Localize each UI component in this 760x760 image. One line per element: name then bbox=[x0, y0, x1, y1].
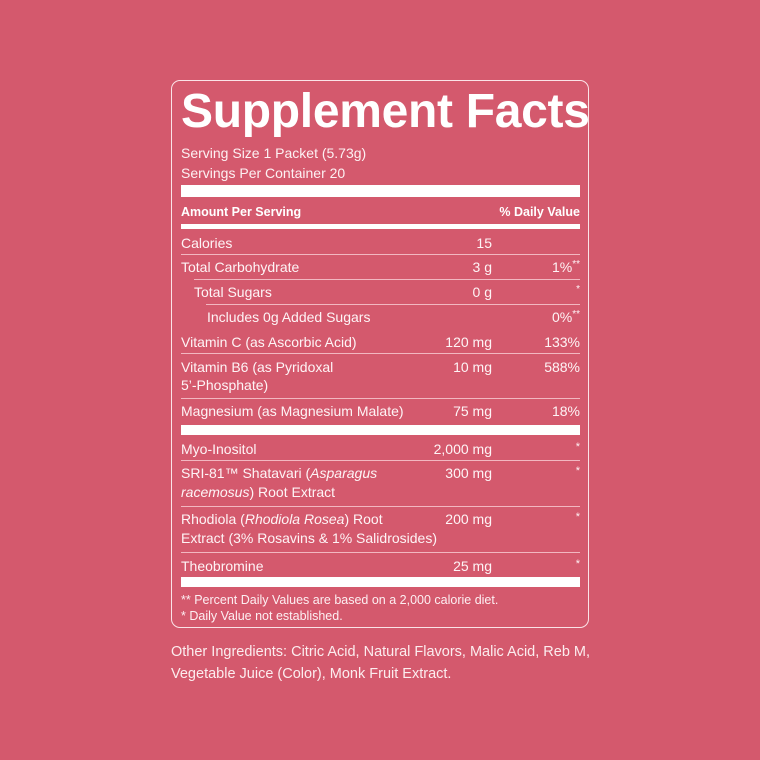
latin-name: racemosus bbox=[181, 484, 250, 500]
ingredient-dv-mark: * bbox=[575, 511, 580, 523]
dv-value: 1% bbox=[551, 259, 573, 275]
medium-divider bbox=[181, 224, 580, 229]
row-separator bbox=[181, 552, 580, 553]
ingredient-amount: 300 mg bbox=[445, 465, 492, 481]
name-part: ) Root Extract bbox=[249, 484, 336, 500]
nutrient-dv: 133% bbox=[544, 334, 580, 350]
ingredient-name: Myo-Inositol bbox=[181, 441, 257, 457]
nutrient-name-cont: 5’-Phosphate) bbox=[181, 377, 269, 393]
row-separator bbox=[206, 304, 580, 305]
nutrient-amount: 75 mg bbox=[453, 403, 492, 419]
nutrient-name: Vitamin C (as Ascorbic Acid) bbox=[181, 334, 357, 350]
nutrient-amount: 0 g bbox=[472, 284, 492, 300]
ingredient-name: Theobromine bbox=[181, 558, 264, 574]
nutrient-name: Vitamin B6 (as Pyridoxal bbox=[181, 359, 334, 375]
thick-divider bbox=[181, 185, 580, 197]
dv-value: 0% bbox=[551, 309, 573, 325]
name-part: ) Root bbox=[344, 511, 383, 527]
supplement-facts-panel: Supplement Facts Serving Size 1 Packet (… bbox=[171, 80, 590, 628]
nutrient-name: Calories bbox=[181, 235, 233, 251]
dv-footnote-mark: ** bbox=[572, 259, 580, 270]
footnote-dv-basis: ** Percent Daily Values are based on a 2… bbox=[181, 593, 499, 607]
nutrient-amount: 15 bbox=[476, 235, 492, 251]
panel-title: Supplement Facts bbox=[181, 85, 590, 138]
footnote-dv-not-established: * Daily Value not established. bbox=[181, 609, 343, 623]
row-separator bbox=[181, 254, 580, 255]
nutrient-name: Total Carbohydrate bbox=[181, 259, 300, 275]
dv-footnote-mark: * bbox=[576, 284, 580, 295]
servings-per-container: Servings Per Container 20 bbox=[181, 165, 346, 181]
ingredient-name-cont: Extract (3% Rosavins & 1% Salidrosides) bbox=[181, 530, 437, 546]
ingredient-dv-mark: * bbox=[575, 558, 580, 570]
nutrient-dv: 588% bbox=[544, 359, 580, 375]
row-separator bbox=[181, 460, 580, 461]
ingredient-amount: 200 mg bbox=[445, 511, 492, 527]
nutrient-dv: 0%** bbox=[552, 308, 580, 326]
ingredient-name: SRI-81™ Shatavari (Asparagus bbox=[181, 464, 377, 482]
nutrient-name: Total Sugars bbox=[194, 284, 272, 300]
name-part: SRI-81™ Shatavari ( bbox=[181, 465, 311, 481]
nutrient-amount: 3 g bbox=[472, 259, 492, 275]
thick-divider bbox=[181, 577, 580, 587]
nutrient-amount: 120 mg bbox=[445, 334, 492, 350]
row-separator bbox=[194, 279, 580, 280]
dv-footnote-mark: ** bbox=[572, 309, 580, 320]
amount-per-serving-header: Amount Per Serving bbox=[181, 205, 302, 219]
latin-name: Rhodiola Rosea bbox=[244, 511, 345, 527]
row-separator bbox=[181, 506, 580, 507]
thick-divider bbox=[181, 425, 580, 435]
ingredient-amount: 25 mg bbox=[453, 558, 492, 574]
other-ingredients: Other Ingredients: Citric Acid, Natural … bbox=[171, 644, 591, 682]
daily-value-header: % Daily Value bbox=[499, 205, 580, 219]
ingredient-dv-mark: * bbox=[575, 441, 580, 453]
nutrient-name: Magnesium (as Magnesium Malate) bbox=[181, 403, 404, 419]
latin-name: Asparagus bbox=[310, 465, 378, 481]
nutrient-dv: * bbox=[576, 283, 580, 301]
name-part: Rhodiola ( bbox=[181, 511, 245, 527]
nutrient-dv: 1%** bbox=[552, 258, 580, 276]
ingredient-name-cont: racemosus) Root Extract bbox=[181, 483, 335, 501]
ingredient-dv-mark: * bbox=[575, 465, 580, 477]
nutrient-dv: 18% bbox=[551, 403, 580, 419]
row-separator bbox=[181, 353, 580, 354]
ingredient-name: Rhodiola (Rhodiola Rosea) Root bbox=[181, 510, 383, 528]
row-separator bbox=[181, 398, 580, 399]
nutrient-name: Includes 0g Added Sugars bbox=[207, 309, 371, 325]
nutrient-amount: 10 mg bbox=[453, 359, 492, 375]
serving-size: Serving Size 1 Packet (5.73g) bbox=[181, 145, 367, 161]
ingredient-amount: 2,000 mg bbox=[433, 441, 492, 457]
